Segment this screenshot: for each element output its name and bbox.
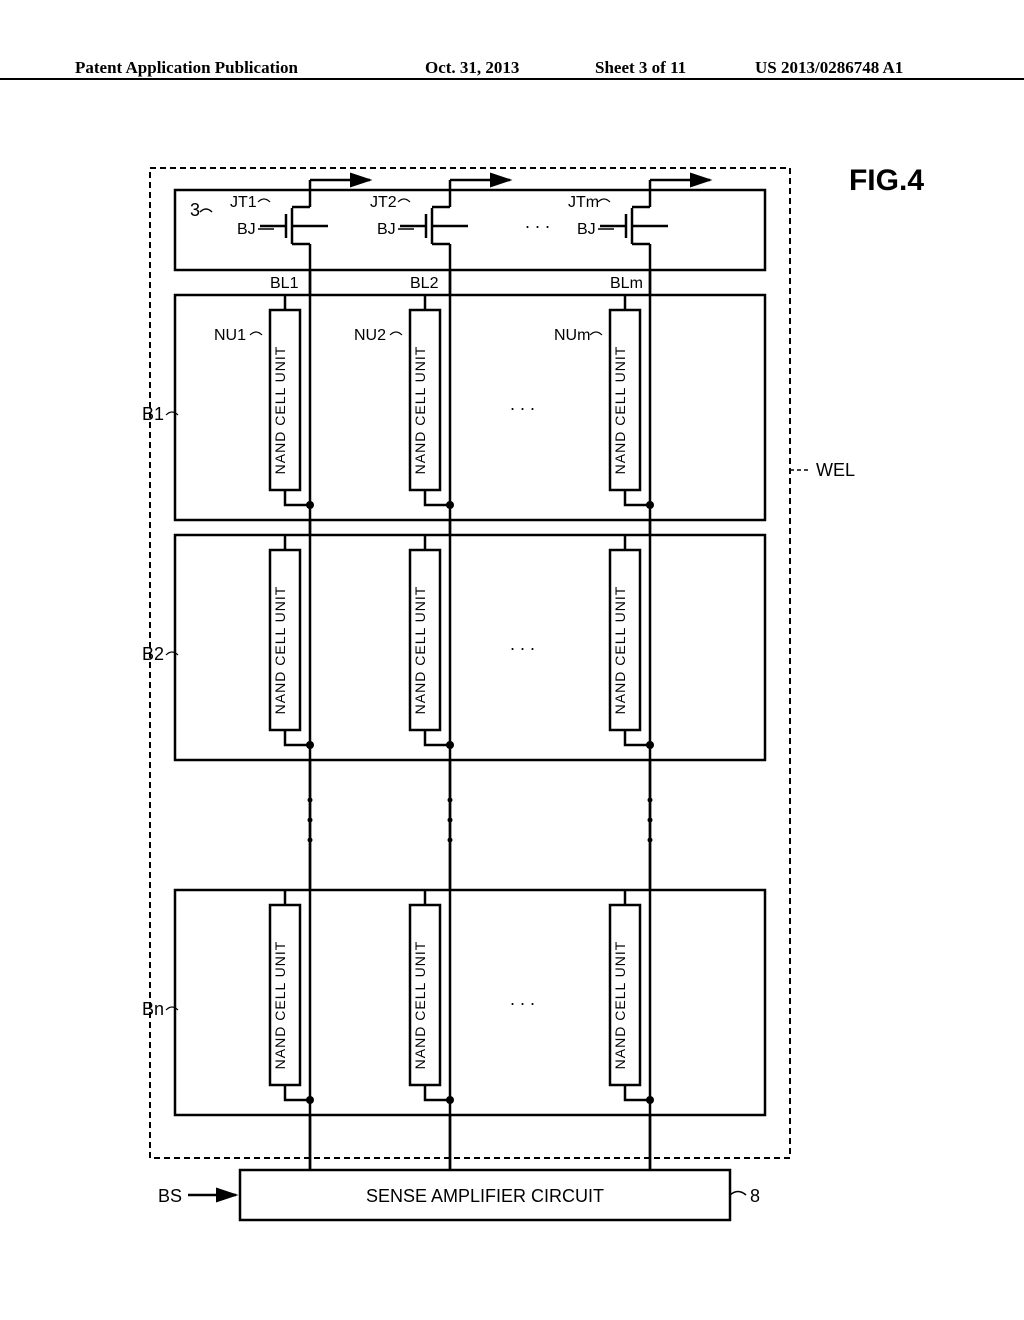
sense-amp-label: SENSE AMPLIFIER CIRCUIT: [366, 1186, 604, 1206]
tilde-jtm: [598, 199, 610, 202]
tilde-jt1: [258, 199, 270, 202]
svg-text:NAND CELL UNIT: NAND CELL UNIT: [612, 346, 628, 475]
wel-label: WEL: [816, 460, 855, 480]
num-label: NUm: [554, 327, 590, 344]
blm-label: BLm: [610, 275, 643, 292]
bj1-label: BJ: [237, 221, 256, 238]
transistor-jtm: [600, 180, 710, 270]
jt1-label: JT1: [230, 194, 257, 211]
ellipsis-b2: . . .: [510, 634, 535, 654]
svg-text:NAND CELL UNIT: NAND CELL UNIT: [412, 586, 428, 715]
bn-label: Bn: [142, 999, 164, 1019]
svg-text:NAND CELL UNIT: NAND CELL UNIT: [272, 586, 288, 715]
bl2-label: BL2: [410, 275, 439, 292]
sense-ref-label: 8: [750, 1186, 760, 1206]
b1-label: B1: [142, 404, 164, 424]
header-sheet: Sheet 3 of 11: [595, 58, 686, 78]
block-b1: [175, 295, 765, 520]
block-3: [175, 190, 765, 270]
svg-text:NAND CELL UNIT: NAND CELL UNIT: [412, 941, 428, 1070]
nu2-label: NU2: [354, 327, 386, 344]
svg-text:NAND CELL UNIT: NAND CELL UNIT: [412, 346, 428, 475]
ellipsis-bn: . . .: [510, 989, 535, 1009]
header-pubno: US 2013/0286748 A1: [755, 58, 903, 78]
block-b2: [175, 535, 765, 760]
bs-label: BS: [158, 1186, 182, 1206]
svg-text:NAND CELL UNIT: NAND CELL UNIT: [612, 941, 628, 1070]
circuit-diagram: WEL 3 JT1 BJ: [110, 150, 870, 1240]
transistor-jt1: [260, 180, 370, 270]
ellipsis-jt: . . .: [525, 212, 550, 232]
nu1-label: NU1: [214, 327, 246, 344]
svg-text:NAND CELL UNIT: NAND CELL UNIT: [272, 346, 288, 475]
bj2-label: BJ: [377, 221, 396, 238]
tilde-3: [200, 209, 212, 212]
jtm-label: JTm: [568, 194, 599, 211]
jt2-label: JT2: [370, 194, 397, 211]
ellipsis-b1: . . .: [510, 394, 535, 414]
svg-text:NAND CELL UNIT: NAND CELL UNIT: [612, 586, 628, 715]
header-rule: Patent Application Publication Oct. 31, …: [0, 78, 1024, 108]
tilde-8: [730, 1192, 746, 1196]
block-3-label: 3: [190, 200, 200, 220]
transistor-jt2: [400, 180, 510, 270]
bjm-label: BJ: [577, 221, 596, 238]
tilde-jt2: [398, 199, 410, 202]
bl1-label: BL1: [270, 275, 299, 292]
header-publication: Patent Application Publication: [75, 58, 298, 78]
b2-label: B2: [142, 644, 164, 664]
svg-text:NAND CELL UNIT: NAND CELL UNIT: [272, 941, 288, 1070]
page: Patent Application Publication Oct. 31, …: [0, 0, 1024, 1320]
header-date: Oct. 31, 2013: [425, 58, 519, 78]
block-bn: [175, 890, 765, 1115]
